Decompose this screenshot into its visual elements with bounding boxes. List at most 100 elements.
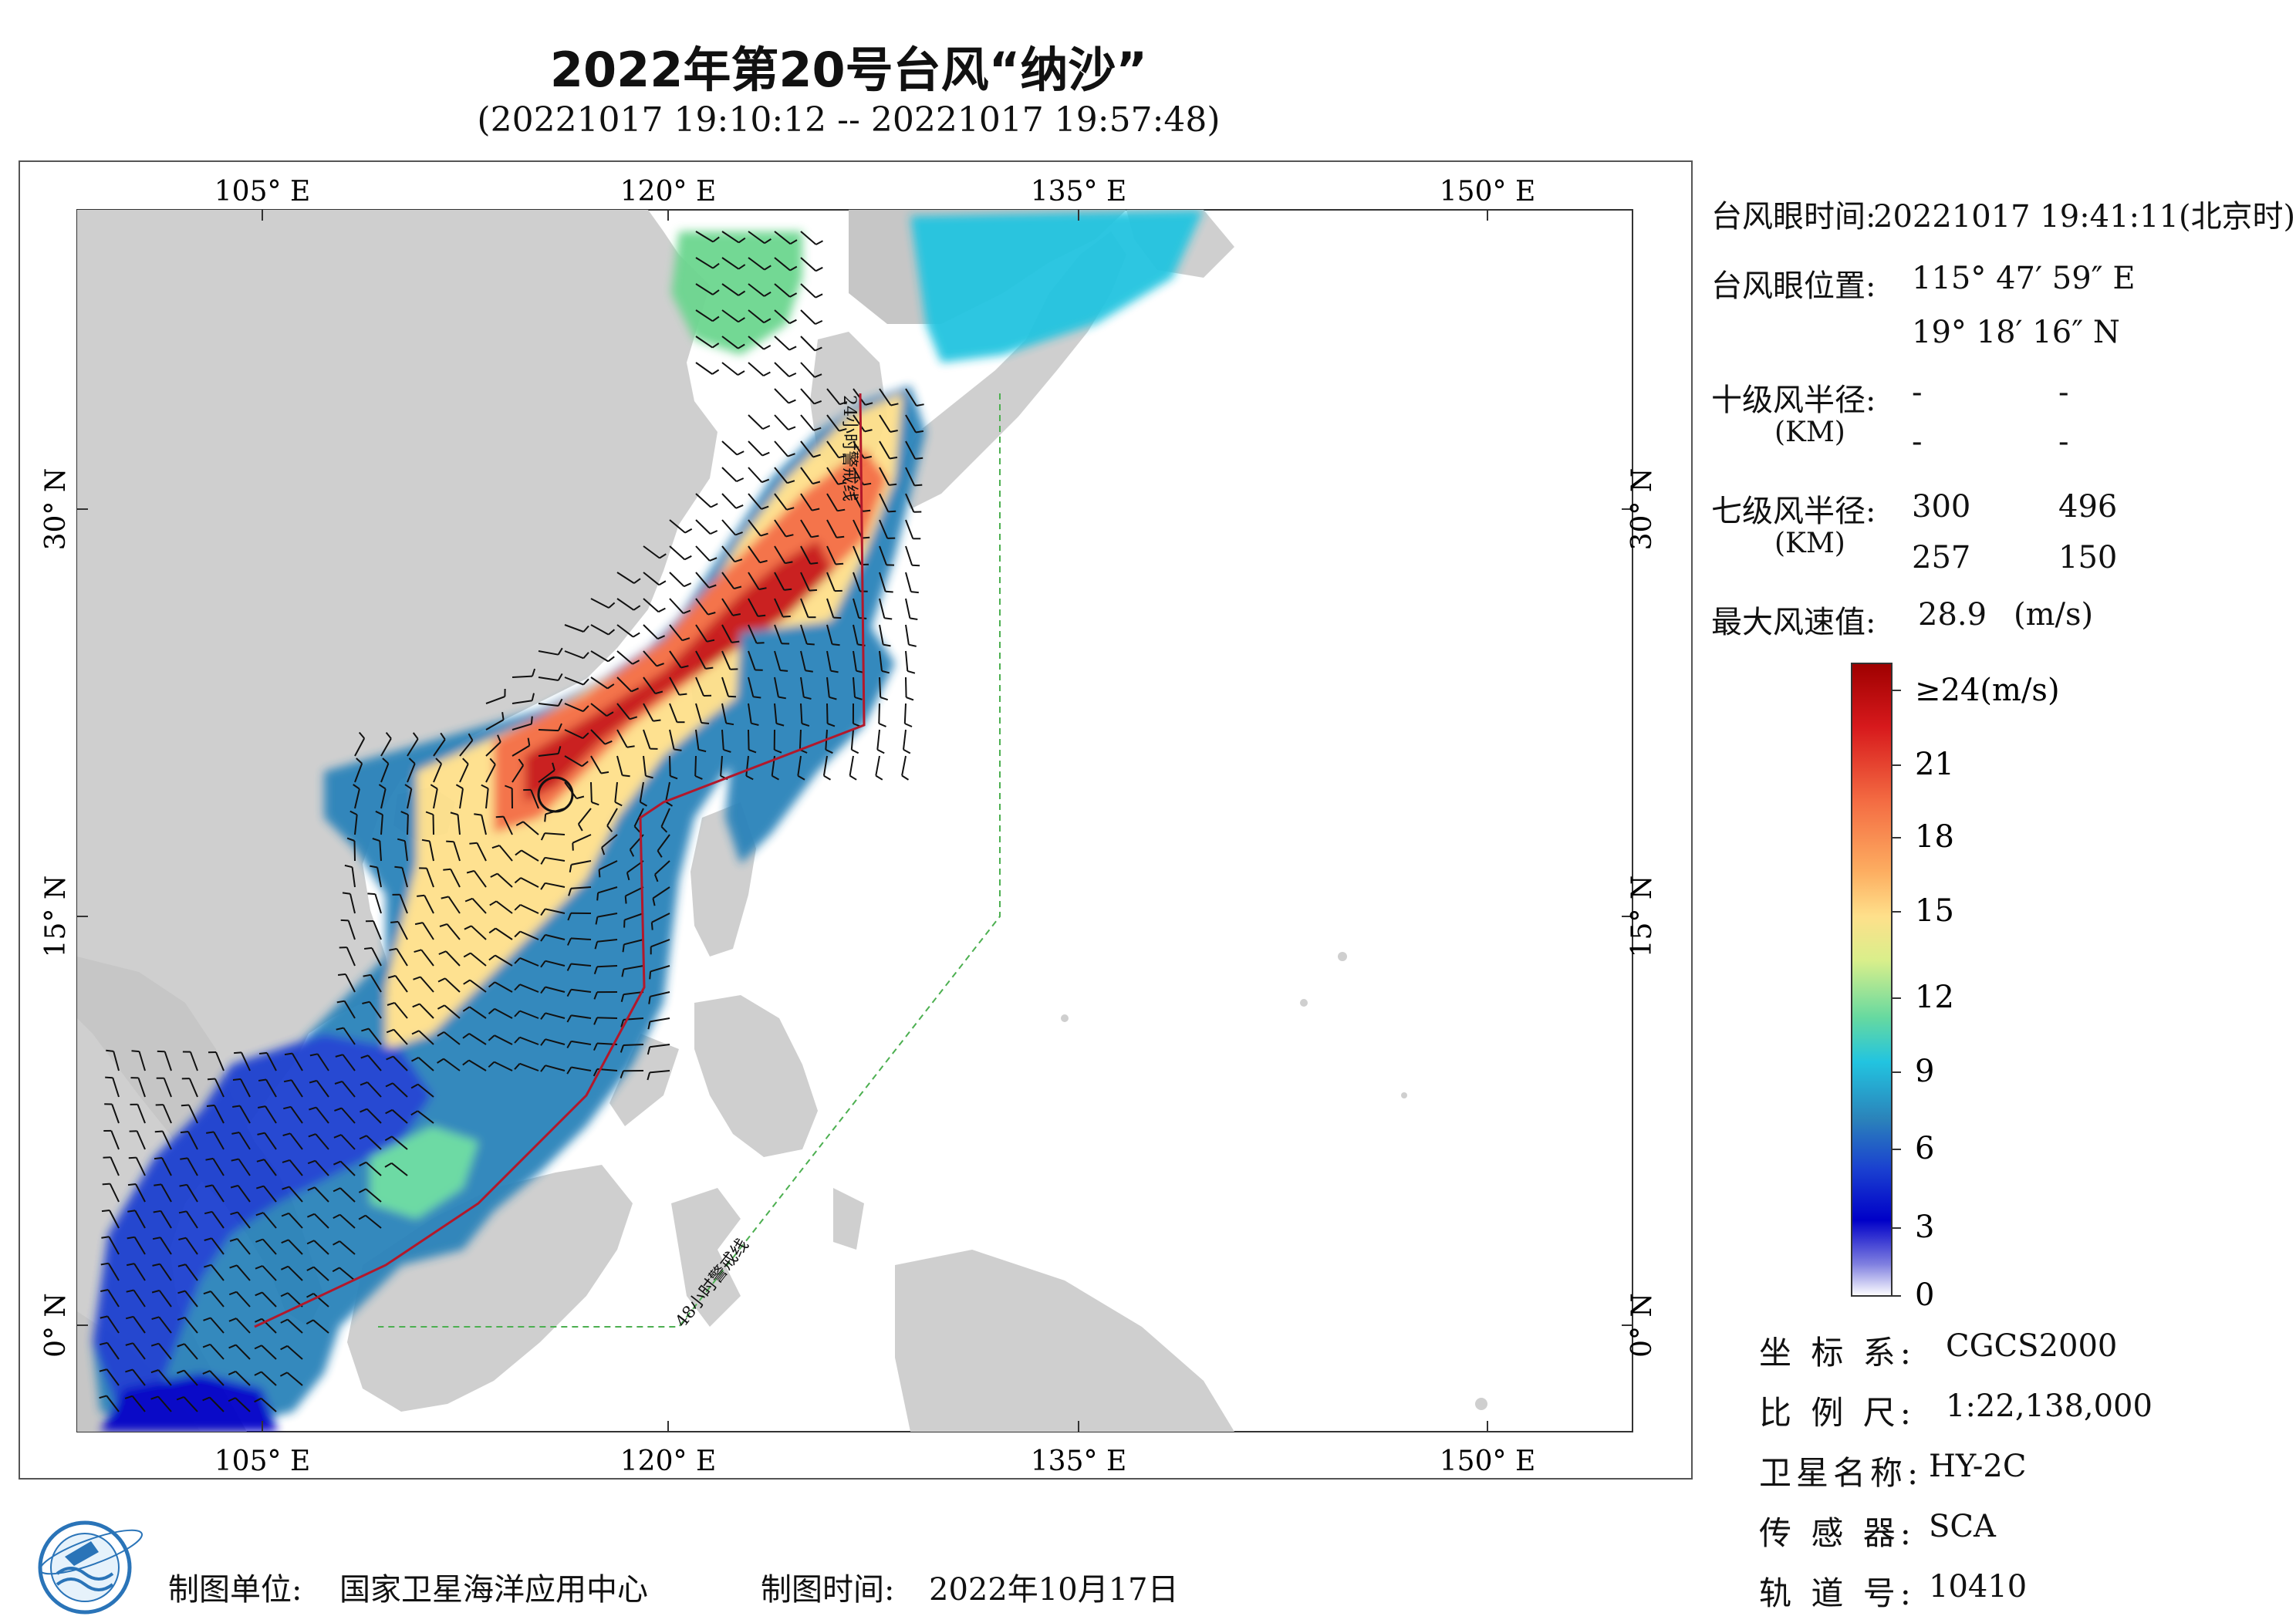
- wind-barb-flag: [593, 991, 598, 1000]
- wind-barb-flag: [488, 954, 496, 961]
- wind-barb-flag: [181, 1104, 189, 1107]
- wind-barb-flag: [127, 1236, 135, 1240]
- wind-barb: [545, 1038, 566, 1045]
- wind-barb-flag: [204, 1184, 213, 1188]
- wind-barb: [391, 1135, 408, 1150]
- wind-barb: [669, 677, 680, 696]
- wind-barb-flag: [151, 1289, 160, 1294]
- wind-barb-flag: [280, 1345, 288, 1351]
- wind-barb-flag: [501, 712, 505, 720]
- wind-barb-flag: [707, 612, 716, 616]
- wind-barb: [367, 1054, 382, 1071]
- wind-barb: [748, 493, 762, 510]
- wind-barb-flag: [910, 617, 918, 620]
- wind-barb: [879, 414, 891, 433]
- wind-barb-flag: [839, 401, 848, 406]
- wind-barb: [748, 283, 765, 297]
- wind-barb: [879, 650, 883, 671]
- map-title: 2022年第20号台风“纳沙”: [549, 42, 1148, 98]
- wind-barb: [721, 729, 724, 750]
- wind-barb: [380, 763, 390, 783]
- wind-barb: [853, 519, 863, 538]
- wind-barb-flag: [435, 758, 442, 764]
- wind-barb: [502, 816, 513, 835]
- wind-barb: [643, 755, 647, 776]
- wind-barb: [238, 1132, 251, 1150]
- wind-barb: [187, 1157, 198, 1176]
- wind-barb: [826, 545, 837, 565]
- wind-barb-flag: [540, 934, 546, 942]
- wind-barb-flag: [656, 663, 664, 667]
- wind-barb-flag: [812, 454, 821, 458]
- wind-barb-flag: [385, 1108, 393, 1115]
- wind-barb-flag: [124, 1395, 133, 1399]
- wind-barb-flag: [283, 1105, 292, 1110]
- wind-barb: [643, 703, 654, 722]
- wind-barb: [371, 947, 382, 967]
- wind-barb: [774, 440, 788, 457]
- wind-barb: [240, 1078, 251, 1098]
- wind-barb-flag: [437, 977, 446, 983]
- wind-barb: [341, 1107, 356, 1124]
- wind-barb: [443, 1031, 461, 1045]
- wind-barb-flag: [851, 749, 859, 754]
- wind-barb-flag: [488, 1061, 495, 1068]
- wind-barb-flag: [99, 1368, 107, 1372]
- wind-barb: [494, 981, 513, 993]
- wind-barb-flag: [257, 1132, 265, 1135]
- wind-barb-flag: [884, 617, 893, 620]
- wind-barb: [774, 336, 790, 351]
- wind-barb-flag: [629, 716, 638, 720]
- wind-barb-flag: [863, 482, 872, 486]
- wind-barb-flag: [710, 503, 718, 508]
- wind-barb: [137, 1078, 146, 1098]
- wind-barb-flag: [101, 1210, 110, 1213]
- wind-barb-flag: [815, 266, 823, 272]
- wind-barb: [351, 867, 356, 888]
- wind-barb: [800, 362, 815, 378]
- wind-barb-flag: [863, 455, 873, 459]
- wind-barb: [132, 1368, 146, 1386]
- wind-barb: [695, 257, 714, 269]
- producer-value: 国家卫星海洋应用中心: [339, 1572, 648, 1608]
- wind-barb: [748, 362, 765, 376]
- scale-value: 1:22,138,000: [1946, 1388, 2152, 1424]
- wind-barb: [401, 867, 408, 888]
- wind-barb-flag: [789, 292, 798, 298]
- wind-barb: [905, 493, 915, 513]
- wind-barb: [774, 231, 792, 245]
- wind-barb: [571, 963, 592, 967]
- wind-barb: [774, 493, 788, 511]
- wind-barb-flag: [823, 774, 832, 781]
- wind-barb-flag: [788, 426, 796, 431]
- wind-barb-flag: [709, 557, 718, 562]
- wind-barb: [826, 467, 839, 485]
- wind-barb-flag: [620, 1070, 624, 1078]
- wind-barb: [339, 1160, 356, 1176]
- wind-barb-flag: [811, 535, 819, 538]
- wind-barb-flag: [839, 427, 847, 432]
- wind-barb-flag: [228, 1291, 237, 1296]
- wind-barb: [850, 729, 854, 750]
- wind-barb-flag: [876, 749, 885, 754]
- wind-barb-flag: [232, 1105, 241, 1108]
- wind-barb: [748, 572, 760, 590]
- wind-barb-flag: [682, 637, 690, 642]
- wind-barb: [265, 1105, 277, 1124]
- wind-barb: [316, 1080, 329, 1098]
- wind-barb-flag: [258, 1078, 267, 1081]
- wind-barb-flag: [154, 1157, 163, 1160]
- wind-barb-flag: [904, 723, 913, 727]
- wind-barb: [107, 1263, 120, 1281]
- lon-label-top-150: 150° E: [1440, 176, 1535, 208]
- wind-barb-flag: [633, 578, 641, 584]
- wind-barb: [354, 788, 360, 809]
- wind-barb-flag: [632, 660, 640, 665]
- lon-ticks: [77, 210, 1633, 1432]
- wind-barb: [447, 896, 461, 914]
- typhoon-eye-marker: [537, 776, 574, 813]
- wind-barb-flag: [591, 801, 599, 806]
- wind-barb-flag: [207, 1078, 215, 1081]
- wind-barb-flag: [437, 1031, 445, 1037]
